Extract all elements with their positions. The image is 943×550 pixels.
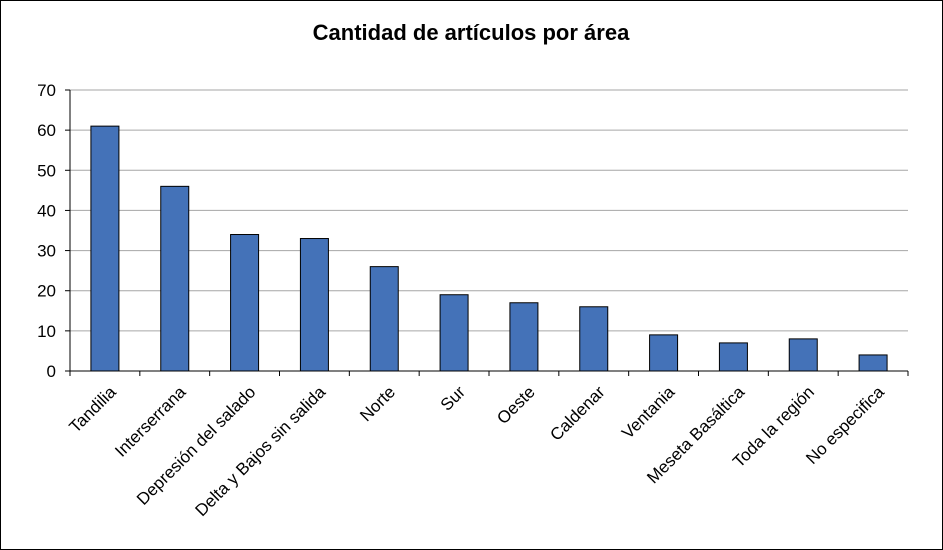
bar-ventania bbox=[649, 334, 679, 372]
x-tick-label: Delta y Bajos sin salida bbox=[192, 382, 330, 520]
y-tick-label: 60 bbox=[37, 121, 56, 140]
y-tick-label: 40 bbox=[37, 201, 56, 220]
bar-tandilia bbox=[90, 125, 120, 372]
y-tick-label: 0 bbox=[47, 362, 56, 381]
x-tick-label: Depresión del salado bbox=[133, 382, 259, 508]
axes bbox=[69, 90, 908, 372]
bar-oeste bbox=[509, 302, 539, 372]
bar-norte bbox=[369, 266, 399, 372]
chart-title: Cantidad de artículos por área bbox=[313, 20, 630, 45]
x-tick-label: Sur bbox=[437, 382, 469, 414]
y-tick-label: 30 bbox=[37, 242, 56, 261]
y-tick-label: 10 bbox=[37, 322, 56, 341]
y-tick-label: 20 bbox=[37, 282, 56, 301]
x-tick-label: Ventania bbox=[618, 382, 679, 443]
bar-interserrana bbox=[160, 185, 190, 372]
x-tick-label: Tandilia bbox=[66, 382, 121, 437]
bar-meseta-bas-ltica bbox=[718, 342, 748, 372]
y-tick-label: 50 bbox=[37, 161, 56, 180]
gridlines bbox=[70, 89, 908, 332]
y-axis-ticks: 0 10 20 30 40 50 60 70 bbox=[37, 81, 70, 381]
bar-no-especifica bbox=[858, 354, 888, 372]
y-tick-label: 70 bbox=[37, 81, 56, 100]
x-tick-label: Norte bbox=[356, 382, 399, 425]
bar-delta-y-bajos-sin-salida bbox=[299, 238, 329, 372]
x-tick-label: Oeste bbox=[493, 382, 539, 428]
x-tick-label: Caldenar bbox=[546, 382, 608, 444]
bars bbox=[90, 125, 888, 372]
bar-depresi-n-del-salado bbox=[230, 234, 260, 372]
bar-caldenar bbox=[579, 306, 609, 372]
bar-toda-la-regi-n bbox=[788, 338, 818, 372]
bar-sur bbox=[439, 294, 469, 372]
